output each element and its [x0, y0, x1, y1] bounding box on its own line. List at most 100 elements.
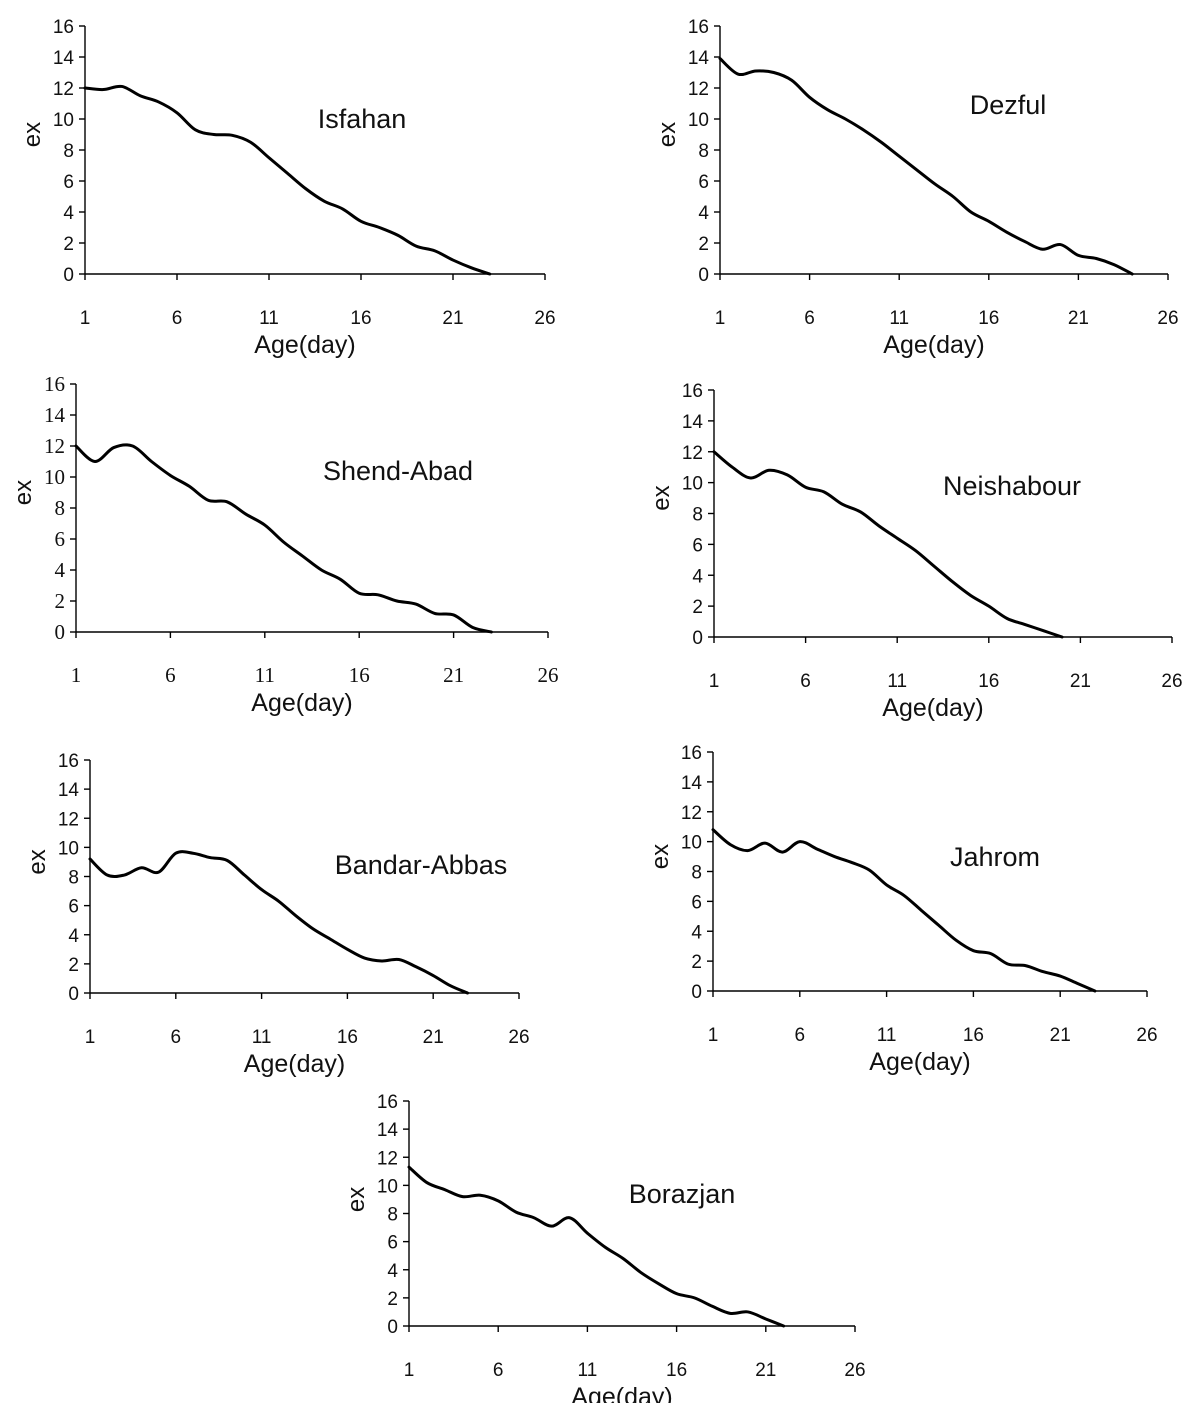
y-tick-label: 8	[691, 863, 702, 884]
y-tick-label: 2	[698, 234, 709, 255]
x-tick-label: 16	[349, 663, 370, 687]
y-tick-label: 2	[692, 597, 703, 618]
y-axis-label: ex	[654, 122, 681, 147]
x-tick-label: 1	[80, 308, 91, 329]
x-tick-label: 6	[493, 1360, 504, 1381]
y-tick-label: 8	[63, 141, 74, 162]
x-tick-label: 1	[715, 308, 726, 329]
y-tick-label: 8	[55, 496, 66, 520]
y-tick-label: 4	[692, 566, 703, 587]
x-tick-label: 11	[259, 308, 279, 329]
y-tick-label: 4	[63, 203, 74, 224]
y-tick-label: 16	[377, 1092, 398, 1113]
y-tick-label: 8	[68, 868, 79, 889]
y-tick-label: 10	[682, 474, 703, 495]
series-line	[712, 450, 1064, 639]
x-tick-label: 1	[708, 1025, 719, 1046]
series-line	[718, 57, 1134, 276]
x-tick-label: 16	[978, 308, 999, 329]
y-tick-label: 6	[68, 897, 79, 918]
y-tick-label: 12	[682, 443, 703, 464]
x-tick-label: 26	[1161, 671, 1182, 692]
chart-title: Borazjan	[629, 1179, 736, 1209]
x-tick-label: 11	[252, 1027, 272, 1048]
x-tick-label: 1	[404, 1360, 415, 1381]
y-tick-label: 4	[698, 203, 709, 224]
y-tick-label: 12	[688, 79, 709, 100]
y-tick-label: 14	[681, 773, 703, 794]
y-tick-label: 16	[44, 372, 65, 396]
y-tick-label: 6	[63, 172, 74, 193]
chart-title: Neishabour	[943, 471, 1081, 501]
x-axis-label: Age(day)	[869, 1048, 970, 1076]
y-tick-label: 6	[387, 1233, 398, 1254]
y-tick-label: 10	[44, 465, 65, 489]
y-tick-label: 10	[58, 838, 79, 859]
y-axis-label: ex	[647, 844, 674, 869]
x-tick-label: 21	[1070, 671, 1091, 692]
y-tick-label: 14	[377, 1120, 399, 1141]
y-tick-label: 2	[63, 234, 74, 255]
x-tick-label: 16	[963, 1025, 984, 1046]
y-tick-label: 2	[691, 952, 702, 973]
y-tick-label: 6	[55, 527, 66, 551]
y-axis-label: ex	[343, 1187, 370, 1212]
x-tick-label: 26	[508, 1027, 529, 1048]
x-tick-label: 21	[1050, 1025, 1071, 1046]
x-axis-label: Age(day)	[882, 694, 983, 722]
x-tick-label: 6	[165, 663, 176, 687]
y-tick-label: 8	[692, 505, 703, 526]
y-tick-label: 2	[387, 1289, 398, 1310]
y-tick-label: 16	[682, 381, 703, 402]
y-axis-label: ex	[24, 849, 51, 874]
series-line	[711, 828, 1097, 993]
y-tick-label: 0	[698, 265, 709, 286]
chart-title: Isfahan	[318, 104, 407, 134]
x-tick-label: 16	[666, 1360, 687, 1381]
x-axis-label: Age(day)	[251, 689, 352, 717]
y-tick-label: 14	[688, 48, 710, 69]
x-tick-label: 11	[887, 671, 907, 692]
y-tick-label: 12	[681, 803, 702, 824]
x-tick-label: 16	[350, 308, 371, 329]
y-tick-label: 10	[377, 1176, 398, 1197]
y-tick-label: 16	[688, 17, 709, 38]
chart-title: Dezful	[970, 90, 1047, 120]
x-tick-label: 21	[1068, 308, 1089, 329]
x-tick-label: 1	[85, 1027, 96, 1048]
y-tick-label: 6	[691, 892, 702, 913]
x-axis-label: Age(day)	[571, 1383, 672, 1403]
y-tick-label: 14	[58, 780, 80, 801]
x-tick-label: 16	[337, 1027, 358, 1048]
y-tick-label: 12	[58, 809, 79, 830]
y-tick-label: 2	[55, 589, 66, 613]
y-tick-label: 14	[44, 403, 66, 427]
y-tick-label: 16	[53, 17, 74, 38]
x-tick-label: 26	[1157, 308, 1178, 329]
y-tick-label: 6	[692, 535, 703, 556]
y-tick-label: 12	[53, 79, 74, 100]
x-tick-label: 11	[578, 1360, 598, 1381]
x-axis-label: Age(day)	[254, 331, 355, 359]
series-line	[83, 84, 492, 276]
series-line	[407, 1165, 786, 1328]
y-tick-label: 8	[698, 141, 709, 162]
x-tick-label: 21	[443, 663, 464, 687]
x-axis-label: Age(day)	[244, 1050, 345, 1078]
x-tick-label: 6	[795, 1025, 806, 1046]
x-tick-label: 1	[709, 671, 720, 692]
y-tick-label: 0	[692, 628, 703, 649]
y-tick-label: 0	[691, 982, 702, 1003]
y-tick-label: 14	[682, 412, 704, 433]
y-axis-label: ex	[10, 480, 37, 505]
y-tick-label: 16	[681, 743, 702, 764]
y-tick-label: 10	[681, 833, 702, 854]
x-tick-label: 11	[877, 1025, 897, 1046]
x-tick-label: 21	[442, 308, 463, 329]
y-tick-label: 4	[691, 922, 702, 943]
